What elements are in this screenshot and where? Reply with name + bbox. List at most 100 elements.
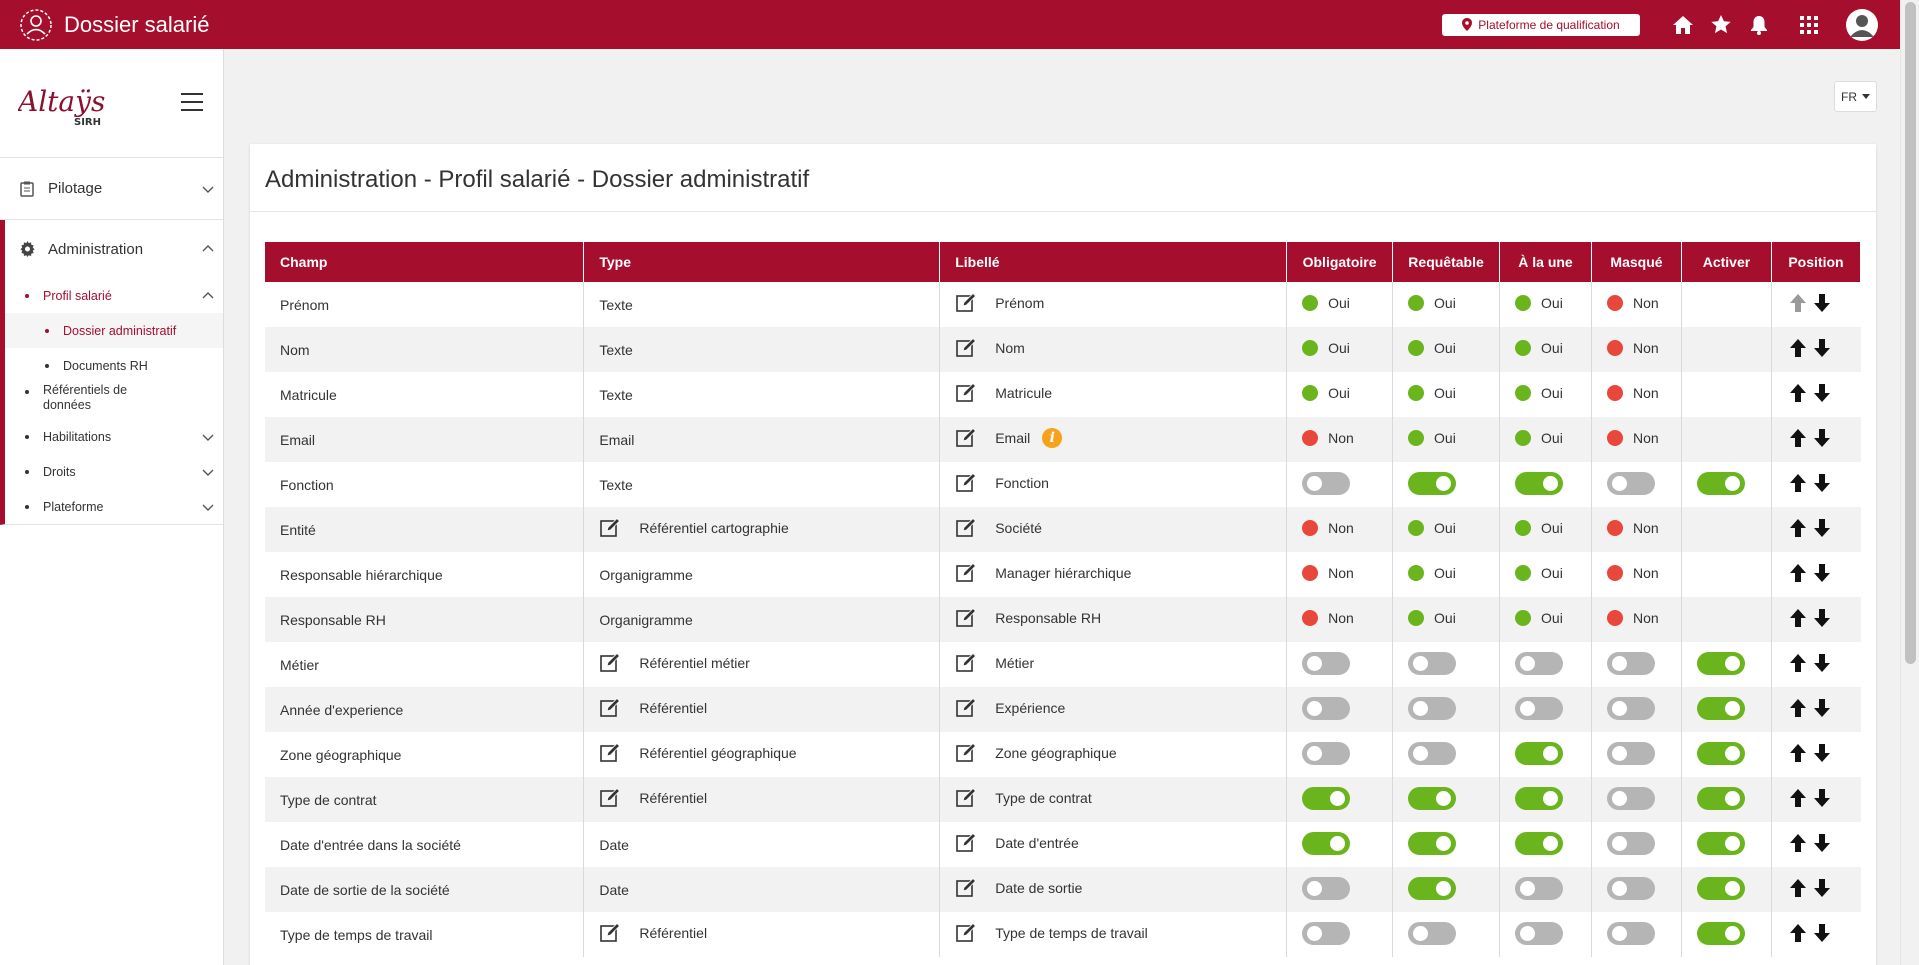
arrow-down-icon[interactable] bbox=[1811, 787, 1833, 809]
edit-icon[interactable] bbox=[955, 832, 977, 854]
nav-documents-rh[interactable]: Documents RH bbox=[5, 348, 223, 383]
alaune-toggle[interactable] bbox=[1515, 741, 1564, 765]
arrow-up-icon[interactable] bbox=[1787, 832, 1809, 854]
requetable-toggle[interactable] bbox=[1408, 786, 1457, 810]
nav-habilitations[interactable]: Habilitations bbox=[5, 419, 223, 454]
edit-icon[interactable] bbox=[599, 922, 621, 944]
activer-toggle[interactable] bbox=[1696, 696, 1745, 720]
info-icon[interactable]: i bbox=[1042, 428, 1063, 448]
arrow-up-icon[interactable] bbox=[1787, 382, 1809, 404]
activer-toggle[interactable] bbox=[1696, 786, 1745, 810]
nav-referentiels[interactable]: Référentiels de données bbox=[5, 383, 223, 419]
edit-icon[interactable] bbox=[599, 517, 621, 539]
edit-icon[interactable] bbox=[955, 877, 977, 899]
arrow-down-icon[interactable] bbox=[1811, 292, 1833, 314]
requetable-toggle[interactable] bbox=[1408, 831, 1457, 855]
menu-toggle-button[interactable] bbox=[181, 93, 203, 111]
alaune-toggle[interactable] bbox=[1515, 876, 1564, 900]
edit-icon[interactable] bbox=[955, 742, 977, 764]
alaune-toggle[interactable] bbox=[1515, 696, 1564, 720]
edit-icon[interactable] bbox=[955, 787, 977, 809]
edit-icon[interactable] bbox=[955, 427, 977, 449]
masque-toggle[interactable] bbox=[1606, 831, 1655, 855]
edit-icon[interactable] bbox=[955, 607, 977, 629]
edit-icon[interactable] bbox=[955, 517, 977, 539]
activer-toggle[interactable] bbox=[1696, 876, 1745, 900]
nav-dossier-administratif[interactable]: Dossier administratif bbox=[5, 313, 223, 348]
obligatoire-toggle[interactable] bbox=[1302, 741, 1351, 765]
edit-icon[interactable] bbox=[599, 697, 621, 719]
arrow-up-icon[interactable] bbox=[1787, 427, 1809, 449]
activer-toggle[interactable] bbox=[1696, 921, 1745, 945]
arrow-up-icon[interactable] bbox=[1787, 697, 1809, 719]
edit-icon[interactable] bbox=[955, 292, 977, 314]
edit-icon[interactable] bbox=[955, 562, 977, 584]
requetable-toggle[interactable] bbox=[1408, 741, 1457, 765]
alaune-toggle[interactable] bbox=[1515, 831, 1564, 855]
arrow-down-icon[interactable] bbox=[1811, 697, 1833, 719]
arrow-down-icon[interactable] bbox=[1811, 652, 1833, 674]
activer-toggle[interactable] bbox=[1696, 741, 1745, 765]
requetable-toggle[interactable] bbox=[1408, 471, 1457, 495]
language-select[interactable]: FR bbox=[1834, 81, 1877, 112]
requetable-toggle[interactable] bbox=[1408, 921, 1457, 945]
arrow-up-icon[interactable] bbox=[1787, 877, 1809, 899]
arrow-down-icon[interactable] bbox=[1811, 922, 1833, 944]
edit-icon[interactable] bbox=[955, 697, 977, 719]
obligatoire-toggle[interactable] bbox=[1302, 876, 1351, 900]
bell-icon[interactable] bbox=[1746, 12, 1772, 38]
arrow-up-icon[interactable] bbox=[1787, 742, 1809, 764]
edit-icon[interactable] bbox=[955, 382, 977, 404]
nav-profil-salarie[interactable]: Profil salarié bbox=[5, 278, 223, 313]
activer-toggle[interactable] bbox=[1696, 651, 1745, 675]
arrow-up-icon[interactable] bbox=[1787, 652, 1809, 674]
arrow-up-icon[interactable] bbox=[1787, 337, 1809, 359]
arrow-up-icon[interactable] bbox=[1787, 922, 1809, 944]
user-avatar[interactable] bbox=[1846, 8, 1878, 41]
apps-grid-icon[interactable] bbox=[1796, 12, 1822, 38]
arrow-up-icon[interactable] bbox=[1787, 472, 1809, 494]
edit-icon[interactable] bbox=[955, 652, 977, 674]
arrow-down-icon[interactable] bbox=[1811, 832, 1833, 854]
masque-toggle[interactable] bbox=[1606, 471, 1655, 495]
obligatoire-toggle[interactable] bbox=[1302, 696, 1351, 720]
alaune-toggle[interactable] bbox=[1515, 651, 1564, 675]
arrow-down-icon[interactable] bbox=[1811, 517, 1833, 539]
edit-icon[interactable] bbox=[955, 922, 977, 944]
arrow-up-icon[interactable] bbox=[1787, 562, 1809, 584]
activer-toggle[interactable] bbox=[1696, 471, 1745, 495]
arrow-up-icon[interactable] bbox=[1787, 607, 1809, 629]
alaune-toggle[interactable] bbox=[1515, 786, 1564, 810]
arrow-up-icon[interactable] bbox=[1787, 787, 1809, 809]
arrow-down-icon[interactable] bbox=[1811, 382, 1833, 404]
alaune-toggle[interactable] bbox=[1515, 921, 1564, 945]
arrow-down-icon[interactable] bbox=[1811, 472, 1833, 494]
nav-droits[interactable]: Droits bbox=[5, 454, 223, 489]
arrow-down-icon[interactable] bbox=[1811, 607, 1833, 629]
nav-plateforme[interactable]: Plateforme bbox=[5, 489, 223, 524]
activer-toggle[interactable] bbox=[1696, 831, 1745, 855]
masque-toggle[interactable] bbox=[1606, 741, 1655, 765]
edit-icon[interactable] bbox=[599, 742, 621, 764]
obligatoire-toggle[interactable] bbox=[1302, 786, 1351, 810]
requetable-toggle[interactable] bbox=[1408, 696, 1457, 720]
arrow-down-icon[interactable] bbox=[1811, 427, 1833, 449]
masque-toggle[interactable] bbox=[1606, 786, 1655, 810]
star-icon[interactable] bbox=[1708, 12, 1734, 38]
home-icon[interactable] bbox=[1670, 12, 1696, 38]
page-scrollbar[interactable] bbox=[1900, 0, 1919, 965]
edit-icon[interactable] bbox=[955, 472, 977, 494]
nav-administration[interactable]: Administration bbox=[5, 220, 223, 278]
edit-icon[interactable] bbox=[599, 652, 621, 674]
scrollbar-thumb[interactable] bbox=[1905, 2, 1916, 664]
masque-toggle[interactable] bbox=[1606, 876, 1655, 900]
arrow-down-icon[interactable] bbox=[1811, 562, 1833, 584]
masque-toggle[interactable] bbox=[1606, 696, 1655, 720]
arrow-down-icon[interactable] bbox=[1811, 877, 1833, 899]
edit-icon[interactable] bbox=[599, 787, 621, 809]
obligatoire-toggle[interactable] bbox=[1302, 831, 1351, 855]
obligatoire-toggle[interactable] bbox=[1302, 921, 1351, 945]
arrow-down-icon[interactable] bbox=[1811, 337, 1833, 359]
obligatoire-toggle[interactable] bbox=[1302, 471, 1351, 495]
masque-toggle[interactable] bbox=[1606, 651, 1655, 675]
